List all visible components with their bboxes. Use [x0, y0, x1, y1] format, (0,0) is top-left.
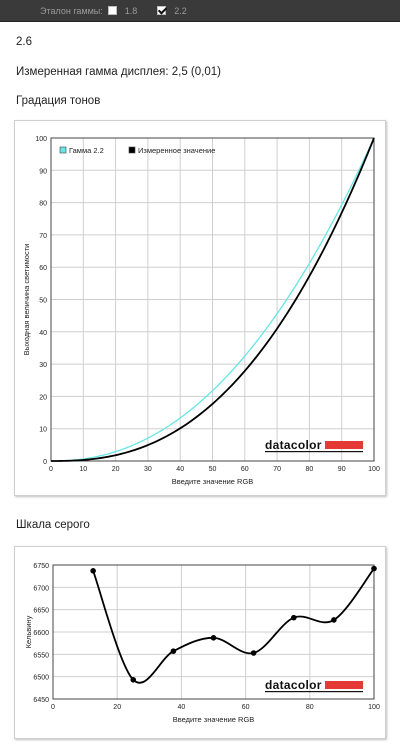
x-tick-label: 20: [112, 466, 120, 473]
x-tick-label: 100: [368, 704, 380, 711]
datacolor-logo-bar: [325, 681, 363, 689]
x-axis-label: Введите значение RGB: [172, 477, 254, 486]
series-line-1: [50, 137, 375, 462]
tone-gradation-chart: 0 10 20 30 40 50 60 70 80 90 100 0 10 20 30 40 50 60 70 80 9…: [22, 136, 380, 486]
x-tick-label: 30: [144, 466, 152, 473]
kelvin-data-point: [210, 635, 217, 641]
kelvin-data-point: [290, 614, 297, 621]
kelvin-data-point: [250, 650, 257, 656]
x-tick-label: 10: [79, 466, 87, 473]
legend-label: Измеренное значение: [138, 146, 215, 155]
gamma-1-8-label: 1.8: [124, 5, 138, 16]
series-line-2: [51, 137, 375, 462]
gamma-reference-label: Эталон гаммы:: [40, 5, 103, 16]
plot-frame: [50, 137, 375, 462]
grayscale-chart: 0 20 40 60 80 100 6450 6500 6550 6600 6650 6700 6750…: [24, 563, 380, 724]
y-tick-label: 40: [39, 330, 47, 337]
kelvin-series-line: [92, 568, 375, 684]
x-tick-label: 60: [242, 704, 250, 711]
legend-label: Гамма 2.2: [69, 146, 104, 155]
x-tick-label: 50: [209, 466, 217, 473]
y-tick-label: 6700: [33, 585, 49, 592]
grayscale-title: Шкала серого: [16, 519, 90, 531]
y-tick-label: 60: [39, 265, 47, 272]
kelvin-data-point: [331, 617, 337, 623]
x-tick-label: 40: [178, 704, 186, 711]
y-tick-label: 6450: [33, 697, 49, 704]
x-tick-label: 80: [306, 466, 314, 473]
tone-gradation-chart-panel: 0 10 20 30 40 50 60 70 80 90 100 0 10 20 30 40 50 60 70 80 9…: [14, 120, 386, 496]
y-tick-label: 6750: [33, 563, 49, 570]
y-tick-label: 6650: [33, 608, 49, 615]
y-axis-label: Выходная величина светимости: [22, 244, 31, 356]
top-toolbar: Эталон гаммы: 1.8 2.2: [0, 0, 400, 22]
legend-swatch: [128, 146, 136, 154]
y-tick-label: 6500: [33, 675, 49, 682]
y-tick-label: 20: [39, 394, 47, 401]
x-tick-label: 80: [306, 704, 314, 711]
datacolor-logo: datacolor: [265, 438, 322, 452]
x-tick-label: 0: [49, 466, 53, 473]
kelvin-data-point: [170, 648, 177, 655]
y-tick-label: 100: [35, 136, 47, 143]
datacolor-logo: datacolor: [265, 678, 322, 692]
y-tick-label: 50: [39, 298, 47, 305]
y-tick-label: 10: [39, 427, 47, 434]
kelvin-data-point: [130, 676, 137, 683]
x-tick-label: 90: [338, 466, 346, 473]
gamma-value: 2.6: [16, 36, 32, 48]
y-tick-label: 80: [39, 201, 47, 208]
y-tick-label: 30: [39, 362, 47, 369]
x-tick-label: 70: [273, 466, 281, 473]
plot-frame: [52, 564, 375, 700]
legend-swatch: [59, 146, 67, 154]
x-tick-label: 100: [368, 466, 380, 473]
y-tick-label: 90: [39, 168, 47, 175]
y-axis-label: Кельвину: [24, 615, 33, 648]
grayscale-chart-panel: 0 20 40 60 80 100 6450 6500 6550 6600 6650 6700 6750…: [14, 546, 386, 739]
tone-gradation-title: Градация тонов: [16, 95, 101, 107]
x-tick-label: 40: [176, 466, 184, 473]
x-axis-label: Введите значение RGB: [173, 715, 255, 724]
kelvin-data-point: [371, 565, 377, 572]
gamma-2-2-checkbox[interactable]: [157, 6, 167, 15]
x-tick-label: 60: [241, 466, 249, 473]
y-tick-label: 70: [39, 233, 47, 240]
x-tick-label: 0: [51, 704, 55, 711]
y-tick-label: 6600: [33, 630, 49, 637]
gamma-2-2-label: 2.2: [174, 5, 187, 16]
gamma-1-8-checkbox[interactable]: [107, 6, 117, 15]
datacolor-logo-underline: [265, 451, 363, 453]
datacolor-logo-underline: [265, 691, 363, 693]
measured-gamma-text: Измеренная гамма дисплея: 2,5 (0,01): [16, 66, 221, 78]
y-tick-label: 0: [43, 459, 47, 466]
x-tick-label: 20: [113, 704, 121, 711]
y-tick-label: 6550: [33, 652, 49, 659]
datacolor-logo-bar: [325, 441, 363, 449]
kelvin-data-point: [90, 568, 96, 574]
